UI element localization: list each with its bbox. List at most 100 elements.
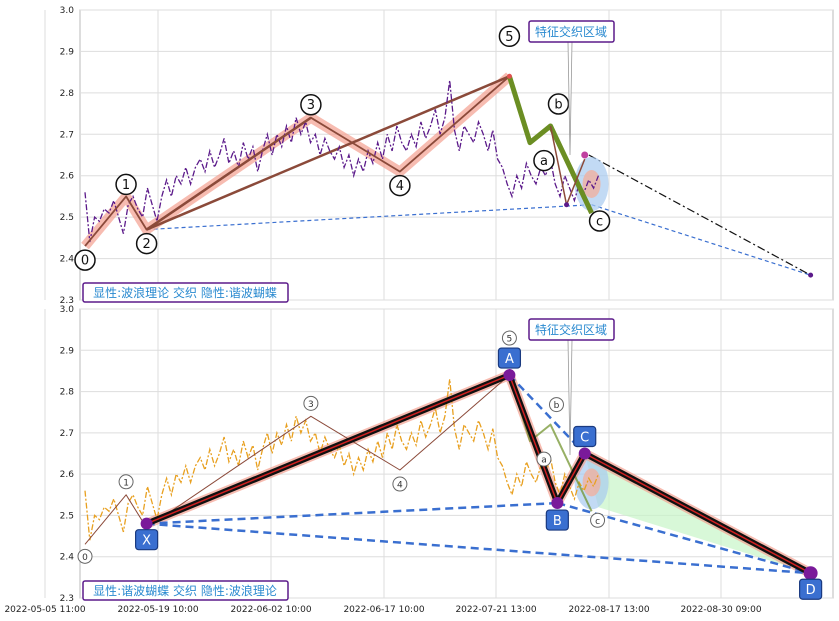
wave-label-small: a — [541, 456, 547, 466]
wave-label-small: c — [595, 517, 600, 527]
wave-label-circle — [498, 25, 521, 48]
x-tick-label: 2022-08-30 09:00 — [680, 605, 761, 615]
point-label: A — [505, 352, 514, 367]
dashed-projection-line — [591, 204, 811, 276]
wave-label-circle-small — [536, 451, 552, 467]
wave-label-small: 5 — [507, 335, 513, 345]
point-label-box — [545, 509, 569, 531]
wave-minor-line — [565, 158, 586, 205]
zone-core — [582, 170, 601, 198]
zone-badge-box — [528, 318, 615, 341]
y-tick-label: 2.8 — [60, 388, 75, 398]
wave-channel-line — [146, 75, 510, 231]
wave-label-circle-small — [118, 474, 134, 490]
y-tick-label: 2.7 — [60, 429, 74, 439]
pivot-dot — [564, 202, 570, 208]
pivot-dot — [506, 73, 512, 79]
wave-line-thin — [84, 374, 510, 545]
x-tick-label: 2022-06-02 10:00 — [230, 605, 311, 615]
wave-label: a — [540, 154, 548, 169]
wave-label: 0 — [81, 254, 89, 269]
wave-label-circle — [300, 93, 322, 116]
plot-area-2 — [79, 308, 834, 599]
wave-label-circle — [389, 174, 411, 197]
y-tick-label: 3.0 — [60, 305, 75, 315]
price-line — [84, 80, 600, 243]
y-tick-label: 2.9 — [60, 47, 75, 57]
wave-label-circle-small — [501, 330, 517, 346]
point-label: B — [553, 514, 562, 529]
wave-label-circle-small — [303, 395, 319, 411]
y-tick-label: 3.0 — [60, 6, 75, 16]
wave-label-small: 1 — [123, 478, 129, 488]
panel-label: 显性:波浪理论 交织 隐性:谐波蝴蝶 — [93, 285, 277, 300]
wave-label: 4 — [396, 179, 404, 194]
wave-label-circle — [115, 173, 137, 196]
wave-label-small: 0 — [82, 553, 88, 563]
wave-label-circle-small — [77, 548, 93, 564]
x-tick-label: 2022-06-17 10:00 — [343, 605, 424, 615]
point-label-box — [799, 578, 823, 600]
point-label-box — [497, 347, 522, 369]
plot-area-1 — [79, 9, 834, 301]
dashed-xb-line — [146, 501, 558, 525]
wave-label: 2 — [142, 237, 150, 252]
dashed-xd-line — [146, 522, 811, 575]
wave-label: b — [554, 98, 562, 113]
pivot-dot — [581, 151, 589, 159]
panel-label-box — [82, 282, 289, 303]
zone-badge-label: 特征交织区域 — [535, 322, 607, 337]
zone-badge-label: 特征交织区域 — [535, 24, 607, 39]
xabcd-point-dot — [803, 566, 818, 581]
wave-label-small: 3 — [308, 400, 314, 410]
wave-label-circle — [588, 210, 611, 232]
wave-label-circle — [74, 249, 96, 271]
y-tick-label: 2.6 — [60, 470, 75, 480]
wave-line-abc — [507, 75, 594, 215]
point-label: D — [806, 583, 816, 598]
wave-label-circle-small — [392, 476, 408, 492]
price-line — [84, 379, 600, 541]
y-tick-label: 2.7 — [60, 130, 74, 140]
point-label-box — [573, 425, 597, 448]
x-tick-label: 2022-07-21 13:00 — [455, 605, 536, 615]
wave-label: 5 — [505, 30, 513, 45]
projection-end-dot — [808, 272, 814, 278]
point-label-box — [135, 529, 159, 551]
wave-label: c — [596, 215, 603, 230]
y-tick-label: 2.4 — [60, 255, 75, 265]
wave-line-12345 — [84, 75, 510, 247]
x-tick-label: 2022-08-17 13:00 — [568, 605, 649, 615]
wave-label-circle-small — [590, 512, 606, 528]
xabcd-point-dot — [551, 497, 564, 510]
wave-label-circle-small — [548, 397, 564, 413]
dashed-projection-line — [146, 204, 592, 231]
wave-label-small: b — [554, 401, 560, 411]
wave-minor-line — [549, 125, 568, 205]
dashed-ac-line — [508, 374, 586, 455]
x-tick-label: 2022-05-19 10:00 — [117, 605, 198, 615]
wave-label: 1 — [122, 178, 130, 193]
panel-label: 显性:谐波蝴蝶 交织 隐性:波浪理论 — [93, 583, 277, 598]
point-label: C — [580, 431, 589, 446]
wave-label-circle — [135, 232, 158, 255]
x-tick-label: 2022-05-05 11:00 — [4, 605, 85, 615]
point-label: X — [142, 534, 151, 549]
wave-label: 3 — [307, 98, 315, 113]
y-tick-label: 2.6 — [60, 172, 75, 182]
y-tick-label: 2.8 — [60, 89, 75, 99]
y-tick-label: 2.3 — [60, 296, 74, 306]
y-tick-label: 2.9 — [60, 346, 75, 356]
y-tick-label: 2.5 — [60, 213, 74, 223]
y-tick-label: 2.3 — [60, 594, 74, 604]
wave-label-small: 4 — [397, 481, 403, 491]
wave-label-circle — [547, 93, 570, 115]
xabcd-point-dot — [503, 369, 516, 382]
panel-label-box — [82, 580, 289, 601]
y-tick-label: 2.4 — [60, 553, 75, 563]
xabcd-point-dot — [140, 517, 153, 530]
y-tick-label: 2.5 — [60, 511, 74, 521]
xabcd-point-dot — [578, 447, 591, 460]
